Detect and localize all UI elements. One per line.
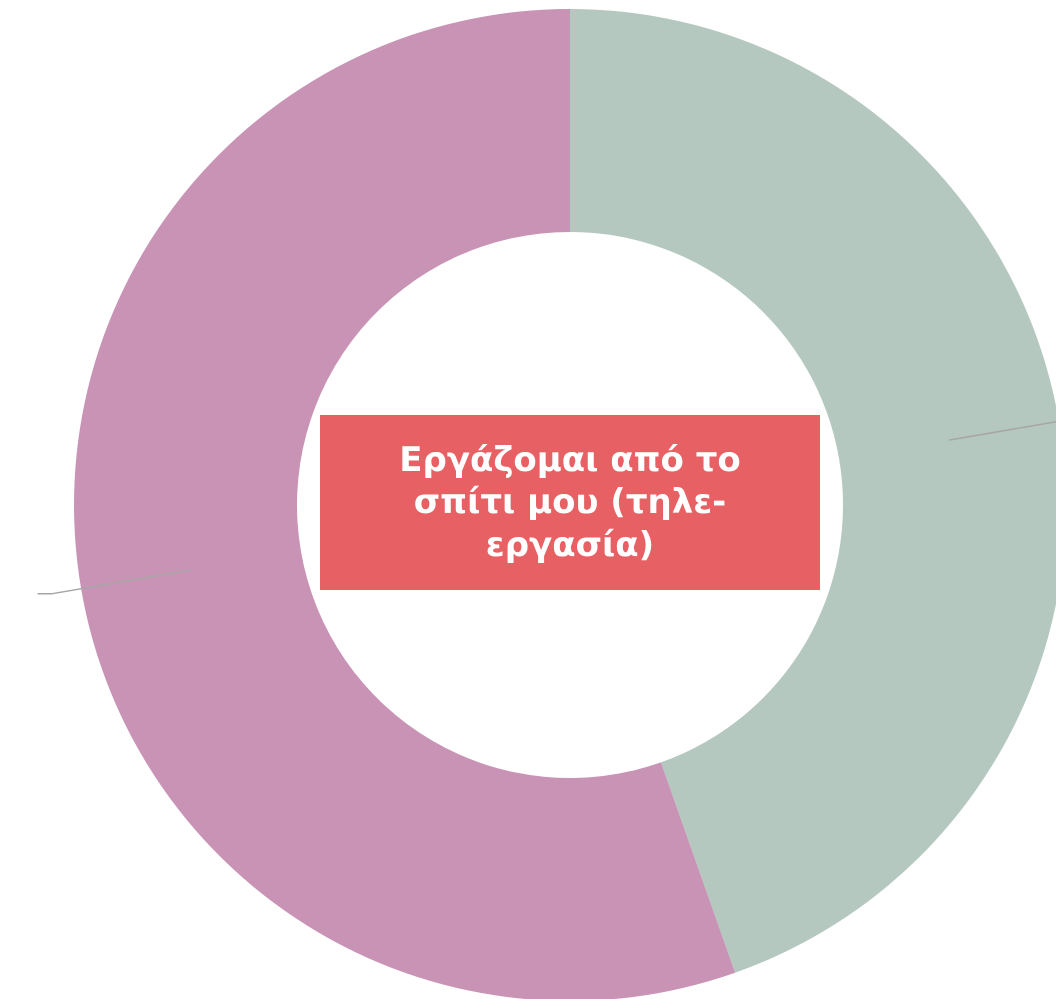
donut-slice-1 [570, 9, 1056, 973]
leader-lines-group [37, 420, 1056, 595]
donut-slice-2 [74, 9, 736, 999]
slices-group [74, 9, 1056, 999]
leader-line-2 [37, 569, 192, 595]
leader-line-1 [948, 420, 1056, 441]
chart-title: Εργάζομαι από το σπίτι μου (τηλε-εργασία… [320, 415, 820, 590]
